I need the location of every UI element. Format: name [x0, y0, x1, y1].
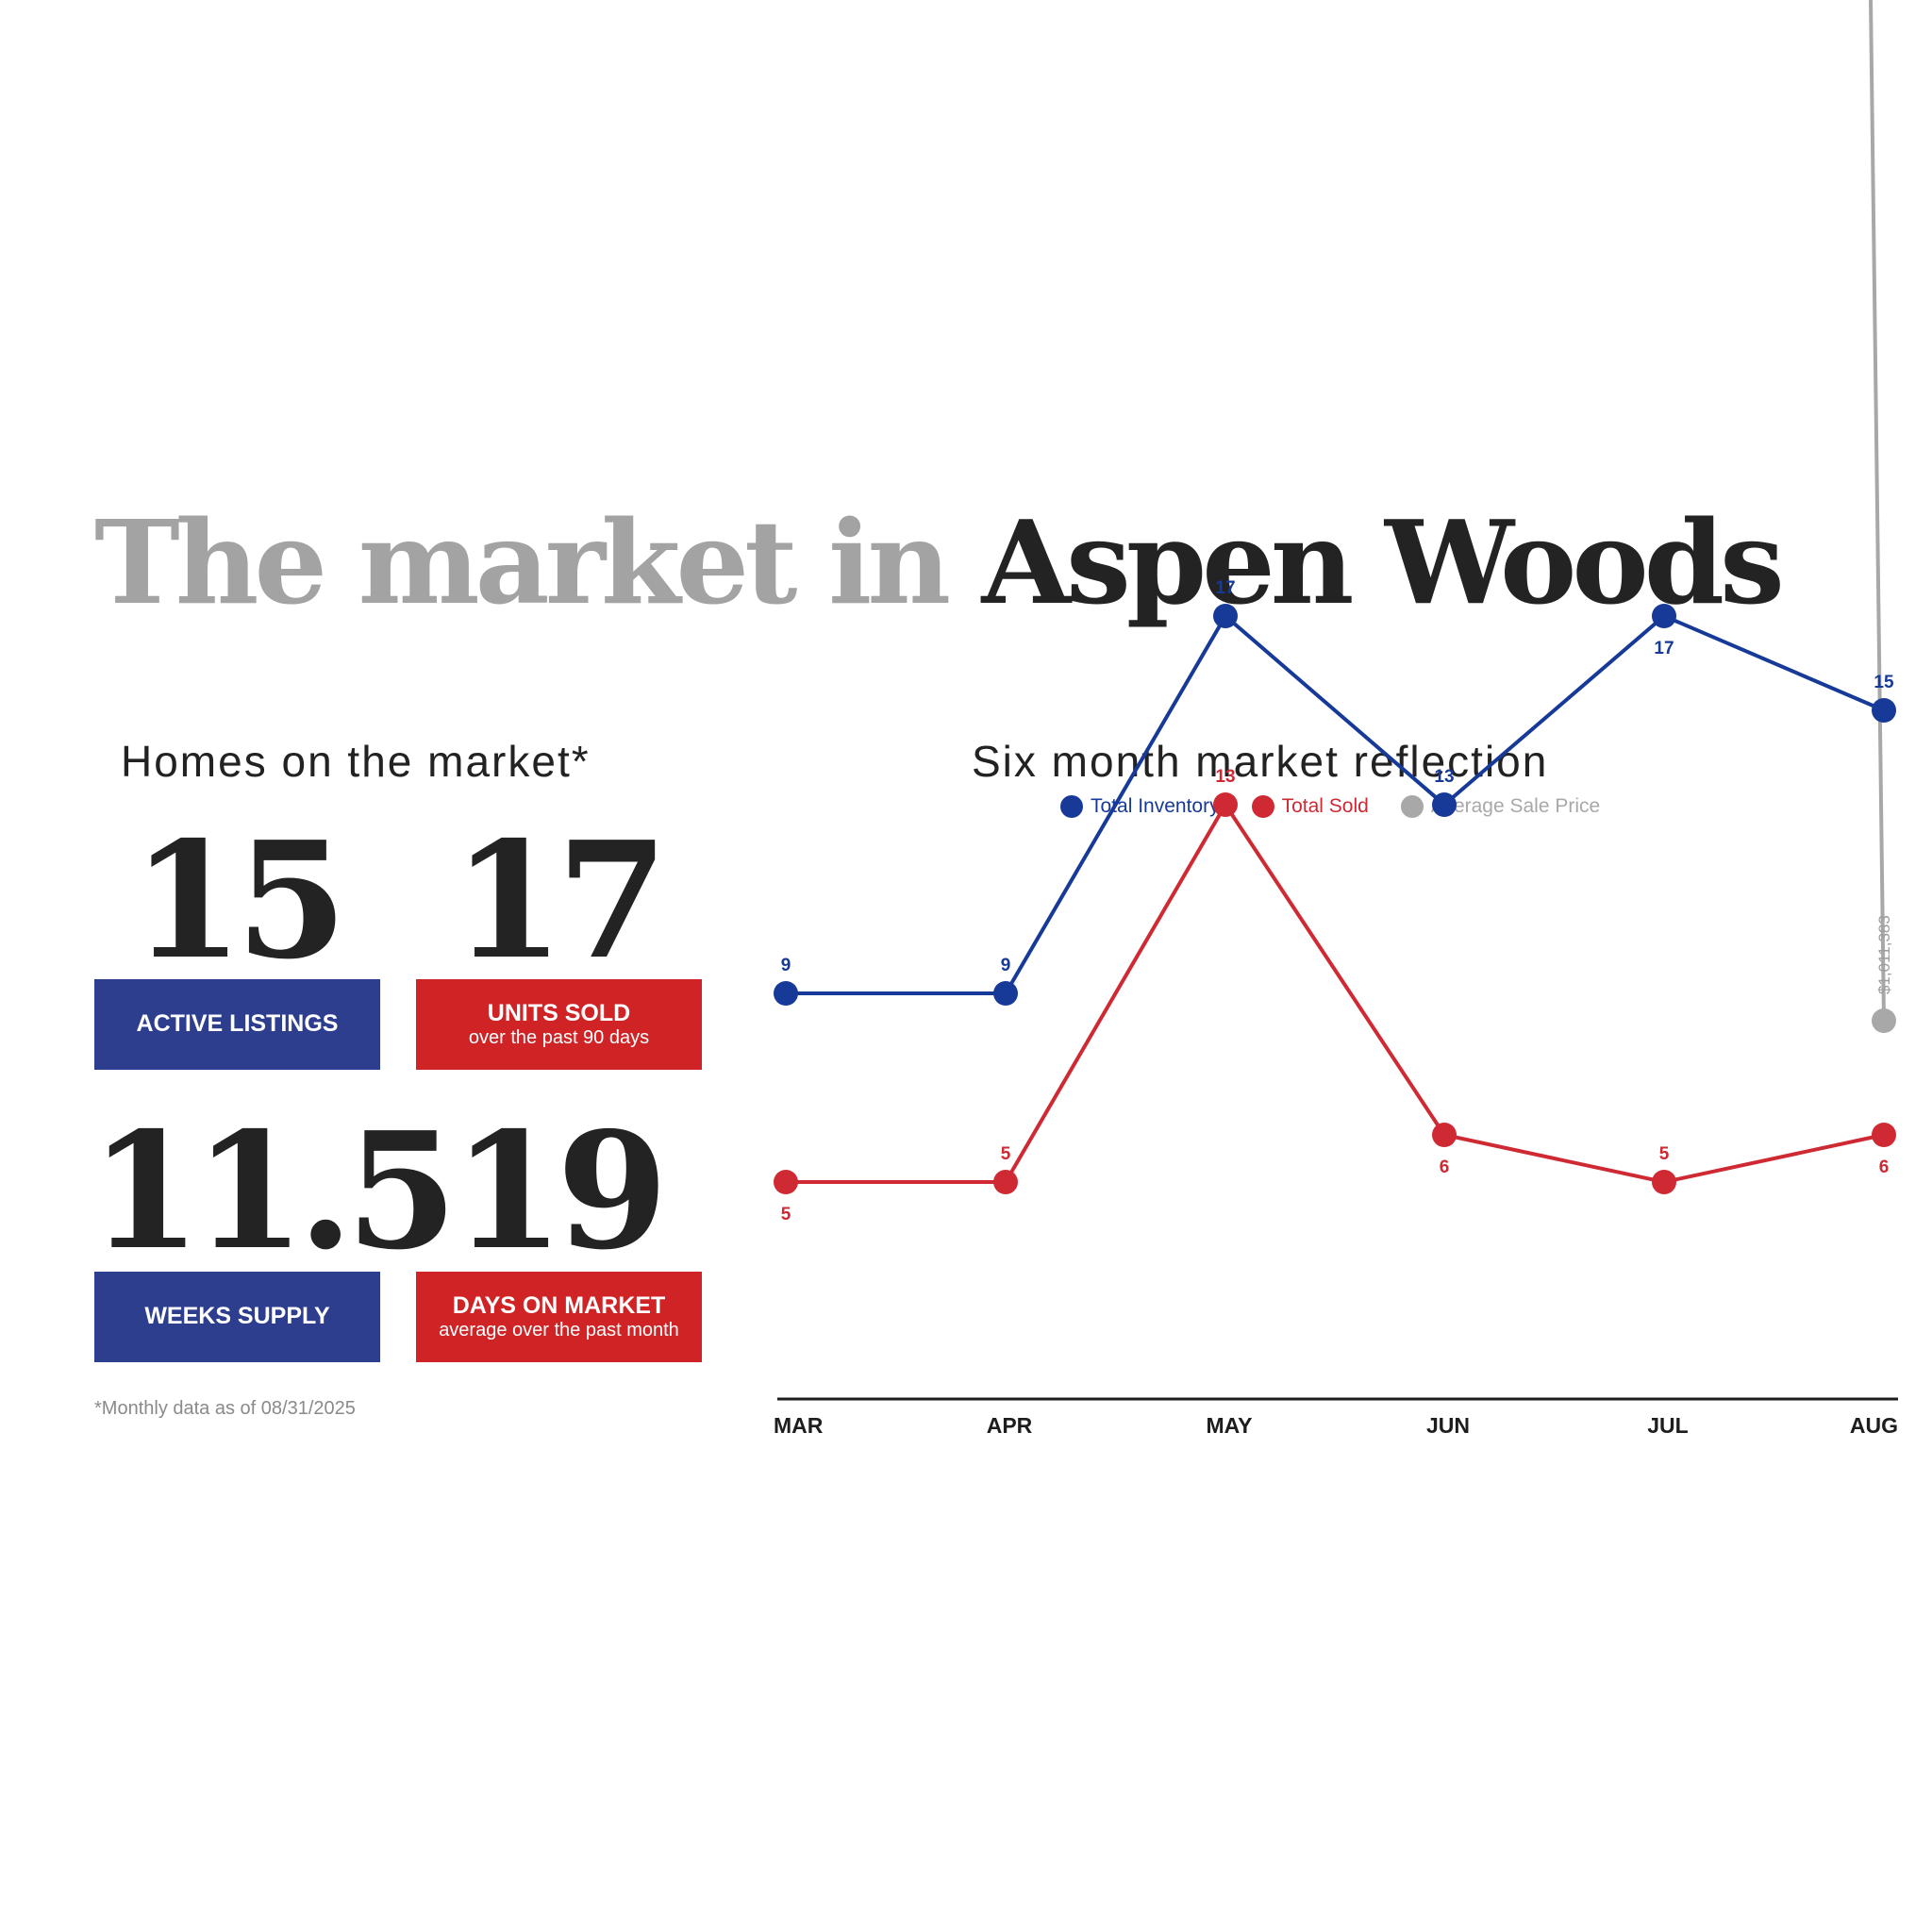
- x-tick-jul: JUL: [1647, 1413, 1688, 1438]
- active-listings-label: ACTIVE LISTINGS: [136, 1010, 339, 1038]
- weeks-supply-box: WEEKS SUPPLY: [94, 1272, 380, 1362]
- chart-legend: Total Inventory Total Sold Average Sale …: [1060, 791, 1600, 823]
- days-on-market-sublabel: average over the past month: [439, 1319, 679, 1341]
- legend-label-price: Average Sale Price: [1430, 795, 1601, 817]
- sold-point-mar: [774, 1170, 798, 1194]
- sold-label-mar: 5: [781, 1205, 791, 1224]
- price-point-aug: [1872, 1008, 1896, 1033]
- sold-point-jul: [1652, 1170, 1676, 1194]
- inventory-label-apr: 9: [1001, 956, 1011, 975]
- sold-point-jun: [1432, 1123, 1457, 1147]
- legend-label-inventory: Total Inventory: [1091, 795, 1220, 817]
- sold-label-apr: 5: [1001, 1144, 1011, 1164]
- sold-label-aug: 6: [1879, 1158, 1890, 1177]
- homes-section-title: Homes on the market*: [121, 737, 591, 786]
- days-on-market-label: DAYS ON MARKET: [452, 1292, 666, 1320]
- legend-dot-price: [1400, 795, 1424, 818]
- x-tick-apr: APR: [987, 1413, 1033, 1438]
- price-label-aug: $1,011,383: [1875, 915, 1893, 994]
- legend-dot-sold: [1251, 795, 1274, 818]
- x-tick-jun: JUN: [1426, 1413, 1470, 1438]
- sold-point-aug: [1872, 1123, 1896, 1147]
- units-sold-sublabel: over the past 90 days: [468, 1026, 650, 1048]
- page-title: The market in Aspen Woods: [94, 505, 1785, 620]
- title-prefix: The market in: [94, 494, 951, 630]
- days-on-market-value: 19: [452, 1097, 669, 1286]
- inventory-label-mar: 9: [781, 956, 791, 975]
- inventory-point-apr: [993, 981, 1018, 1006]
- weeks-supply-value: 11.5: [90, 1097, 458, 1286]
- inventory-point-aug: [1872, 698, 1896, 723]
- legend-item-inventory: Total Inventory: [1060, 795, 1220, 818]
- chart-title: Six month market reflection: [972, 737, 1549, 786]
- x-tick-mar: MAR: [774, 1413, 824, 1438]
- legend-dot-inventory: [1060, 795, 1083, 818]
- x-tick-may: MAY: [1207, 1413, 1253, 1438]
- days-on-market-box: DAYS ON MARKET average over the past mon…: [416, 1272, 702, 1362]
- footnote: *Monthly data as of 08/31/2025: [94, 1398, 356, 1419]
- sold-label-jun: 6: [1440, 1158, 1450, 1177]
- inventory-point-mar: [774, 981, 798, 1006]
- units-sold-value: 17: [452, 807, 669, 995]
- inventory-label-aug: 15: [1874, 673, 1894, 692]
- title-location: Aspen Woods: [981, 494, 1785, 630]
- active-listings-box: ACTIVE LISTINGS: [94, 979, 380, 1070]
- weeks-supply-label: WEEKS SUPPLY: [144, 1303, 330, 1330]
- units-sold-box: UNITS SOLD over the past 90 days: [416, 979, 702, 1070]
- sold-label-jul: 5: [1659, 1144, 1670, 1164]
- sold-point-apr: [993, 1170, 1018, 1194]
- units-sold-label: UNITS SOLD: [487, 1000, 631, 1027]
- legend-item-price: Average Sale Price: [1400, 795, 1601, 818]
- legend-label-sold: Total Sold: [1281, 795, 1369, 817]
- sold-line: [786, 801, 1885, 1185]
- active-listings-value: 15: [131, 807, 348, 995]
- legend-item-sold: Total Sold: [1251, 795, 1369, 818]
- inventory-label-jul: 17: [1654, 639, 1674, 658]
- x-tick-aug: AUG: [1850, 1413, 1898, 1438]
